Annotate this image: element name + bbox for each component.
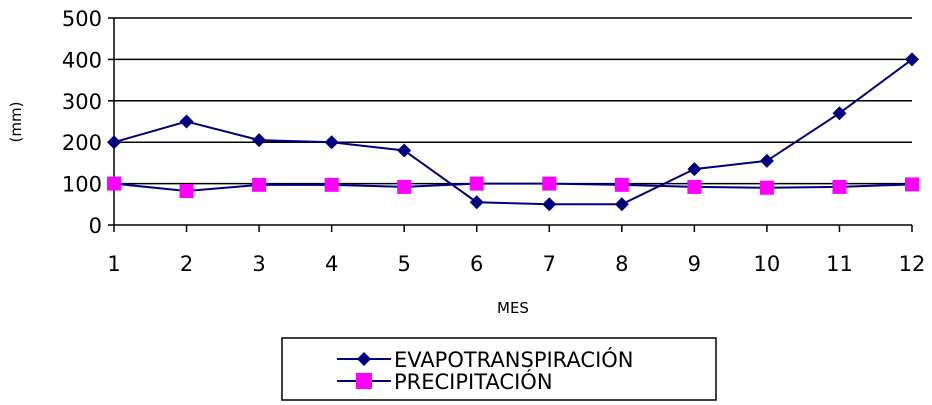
x-tick-label: 6 — [470, 252, 483, 276]
legend-box — [281, 337, 717, 401]
x-tick-label: 1 — [107, 252, 120, 276]
data-point — [397, 179, 412, 194]
y-tick-label: 200 — [62, 131, 102, 155]
x-tick-label: 7 — [543, 252, 556, 276]
data-point — [614, 177, 629, 192]
x-tick-label: 3 — [252, 252, 265, 276]
legend-label-precipitacion: PRECIPITACIÓN — [394, 369, 553, 394]
x-tick-label: 12 — [899, 252, 926, 276]
y-tick-label: 500 — [62, 7, 102, 31]
data-point — [252, 133, 267, 148]
data-point — [687, 179, 702, 194]
x-tick-label: 11 — [826, 252, 853, 276]
data-point — [905, 52, 919, 67]
y-axis-title: (mm) — [7, 102, 25, 143]
data-point — [324, 135, 339, 150]
data-point — [614, 197, 629, 212]
legend-marker-precipitacion — [356, 373, 372, 389]
y-tick-label: 0 — [89, 214, 102, 238]
series-group — [107, 52, 919, 212]
x-tick-labels: 1 2 3 4 5 6 7 8 9 10 11 12 — [107, 252, 925, 276]
data-point — [687, 162, 702, 177]
data-point — [324, 177, 339, 192]
y-tick-labels: 0 100 200 300 400 500 — [62, 7, 102, 238]
data-point — [397, 143, 412, 158]
data-point — [832, 106, 847, 121]
legend-label-evapotranspiracion: EVAPOTRANSPIRACIÓN — [394, 347, 634, 372]
legend-marker-evapotranspiracion — [357, 352, 371, 366]
x-tick-label: 8 — [615, 252, 628, 276]
x-axis-title: MES — [497, 299, 529, 317]
series-line — [113, 58, 913, 206]
series-line — [113, 182, 913, 193]
y-tick-label: 300 — [62, 90, 102, 114]
legend: EVAPOTRANSPIRACIÓN PRECIPITACIÓN — [281, 337, 717, 401]
data-point — [252, 177, 267, 192]
x-tick-label: 4 — [325, 252, 338, 276]
data-point — [542, 197, 557, 212]
data-point — [832, 179, 847, 194]
y-tick-label: 100 — [62, 173, 102, 197]
x-tick-label: 10 — [754, 252, 781, 276]
gridlines — [114, 17, 912, 185]
x-tick-label: 9 — [688, 252, 701, 276]
data-point — [469, 176, 484, 191]
data-point — [905, 177, 919, 192]
series-1 — [107, 52, 919, 212]
data-point — [179, 184, 194, 199]
y-tick-label: 400 — [62, 48, 102, 72]
data-point — [469, 195, 484, 210]
data-point — [179, 114, 194, 129]
data-point — [759, 153, 774, 168]
data-point — [759, 180, 774, 195]
x-tick-label: 2 — [180, 252, 193, 276]
x-tick-label: 5 — [397, 252, 410, 276]
axes — [108, 17, 913, 232]
data-point — [542, 176, 557, 191]
data-point — [107, 135, 121, 150]
series-2 — [107, 176, 919, 199]
data-point — [107, 176, 121, 191]
